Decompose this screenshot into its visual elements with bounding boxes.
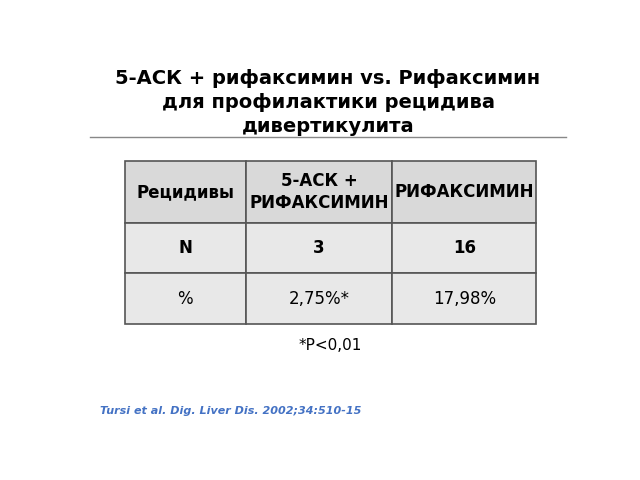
Text: 16: 16 bbox=[452, 239, 476, 257]
Text: Tursi et al. Dig. Liver Dis. 2002;34:510-15: Tursi et al. Dig. Liver Dis. 2002;34:510… bbox=[100, 406, 361, 416]
Text: 5-АСК +
РИФАКСИМИН: 5-АСК + РИФАКСИМИН bbox=[250, 172, 389, 212]
FancyBboxPatch shape bbox=[125, 273, 246, 324]
Text: 17,98%: 17,98% bbox=[433, 289, 496, 308]
FancyBboxPatch shape bbox=[246, 273, 392, 324]
FancyBboxPatch shape bbox=[246, 161, 392, 223]
FancyBboxPatch shape bbox=[392, 273, 536, 324]
Text: *P<0,01: *P<0,01 bbox=[299, 338, 362, 353]
FancyBboxPatch shape bbox=[392, 223, 536, 273]
FancyBboxPatch shape bbox=[246, 223, 392, 273]
Text: Рецидивы: Рецидивы bbox=[136, 183, 234, 201]
Text: РИФАКСИМИН: РИФАКСИМИН bbox=[394, 183, 534, 201]
Text: 2,75%*: 2,75%* bbox=[289, 289, 349, 308]
Text: 3: 3 bbox=[314, 239, 325, 257]
FancyBboxPatch shape bbox=[125, 161, 246, 223]
Text: 5-АСК + рифаксимин vs. Рифаксимин
для профилактики рецидива
дивертикулита: 5-АСК + рифаксимин vs. Рифаксимин для пр… bbox=[115, 69, 541, 136]
FancyBboxPatch shape bbox=[125, 223, 246, 273]
FancyBboxPatch shape bbox=[392, 161, 536, 223]
Text: N: N bbox=[179, 239, 192, 257]
Text: %: % bbox=[177, 289, 193, 308]
